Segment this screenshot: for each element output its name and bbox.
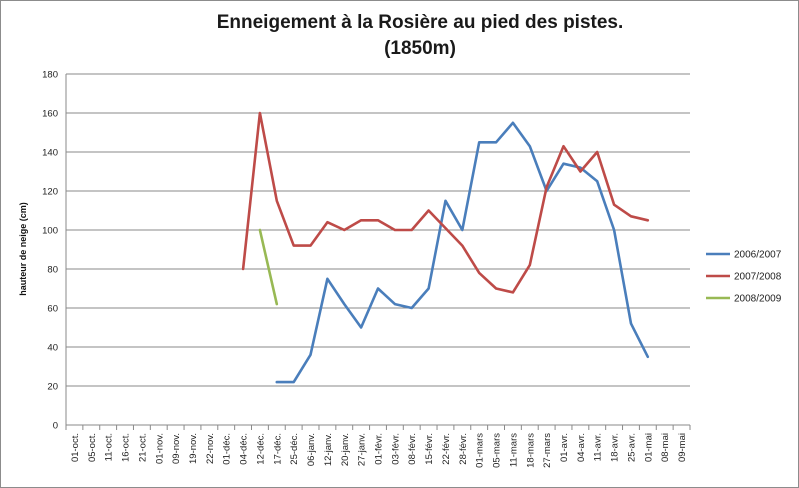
x-tick-label: 01-nov.	[154, 433, 165, 464]
x-tick-label: 22-nov.	[205, 433, 216, 464]
x-tick-label: 01-mai	[643, 433, 654, 462]
x-tick-label: 03-févr.	[390, 433, 401, 465]
x-tick-label: 25-déc.	[289, 433, 300, 465]
y-tick-label: 140	[42, 148, 58, 159]
x-tick-label: 04-avr.	[576, 433, 587, 462]
x-tick-label: 08-févr.	[407, 433, 418, 465]
y-tick-label: 120	[42, 187, 58, 198]
y-tick-label: 40	[47, 343, 58, 354]
x-tick-label: 21-oct.	[137, 433, 148, 462]
x-tick-label: 12-déc.	[255, 433, 266, 465]
x-tick-label: 09-nov.	[171, 433, 182, 464]
x-tick-label: 27-janv.	[357, 433, 368, 466]
x-tick-label: 28-févr.	[458, 433, 469, 465]
y-tick-label: 180	[42, 70, 58, 81]
x-tick-label: 01-mars	[475, 433, 486, 468]
x-tick-label: 17-déc.	[272, 433, 283, 465]
y-axis-label: hauteur de neige (cm)	[18, 202, 28, 296]
x-tick-label: 11-oct.	[104, 433, 115, 461]
legend-label: 2008/2009	[734, 294, 782, 305]
legend-label: 2007/2008	[734, 272, 782, 283]
series-line-2007-2008	[241, 111, 650, 294]
y-tick-label: 20	[47, 382, 58, 393]
y-tick-label: 80	[47, 265, 58, 276]
x-tick-label: 08-mai	[660, 433, 671, 462]
x-tick-label: 04-déc.	[239, 433, 250, 465]
legend-label: 2006/2007	[734, 250, 782, 261]
x-tick-label: 06-janv.	[306, 433, 317, 466]
series-line-2008-2009	[258, 228, 279, 306]
chart-subtitle: (1850m)	[384, 38, 456, 59]
y-tick-label: 60	[47, 304, 58, 315]
x-tick-label: 18-avr.	[610, 433, 621, 462]
x-tick-label: 27-mars	[542, 433, 553, 468]
x-tick-label: 01-déc.	[222, 433, 233, 465]
x-tick-label: 12-janv.	[323, 433, 334, 466]
y-tick-label: 160	[42, 109, 58, 120]
x-tick-label: 09-mai	[677, 433, 688, 462]
x-tick-label: 11-mars	[508, 433, 519, 467]
x-tick-label: 15-févr.	[424, 433, 435, 465]
x-tick-label: 16-oct.	[121, 433, 132, 462]
x-tick-label: 05-oct.	[87, 433, 98, 462]
x-tick-label: 20-janv.	[340, 433, 351, 466]
x-tick-label: 22-févr.	[441, 433, 452, 465]
series-line-2006-2007	[275, 121, 650, 384]
x-tick-label: 01-oct.	[70, 433, 81, 462]
x-tick-label: 01-févr.	[374, 433, 385, 465]
x-tick-label: 25-avr.	[626, 433, 637, 462]
x-tick-label: 11-avr.	[593, 433, 604, 461]
y-tick-label: 0	[53, 421, 58, 432]
y-tick-label: 100	[42, 226, 58, 237]
legend: 2006/2007 2007/2008 2008/2009	[706, 250, 782, 305]
x-tick-label: 18-mars	[525, 433, 536, 468]
x-tick-label: 05-mars	[492, 433, 503, 468]
x-tick-label: 01-avr.	[559, 433, 570, 462]
x-tick-label: 19-nov.	[188, 433, 199, 464]
chart-title: Enneigement à la Rosière au pied des pis…	[216, 12, 624, 33]
